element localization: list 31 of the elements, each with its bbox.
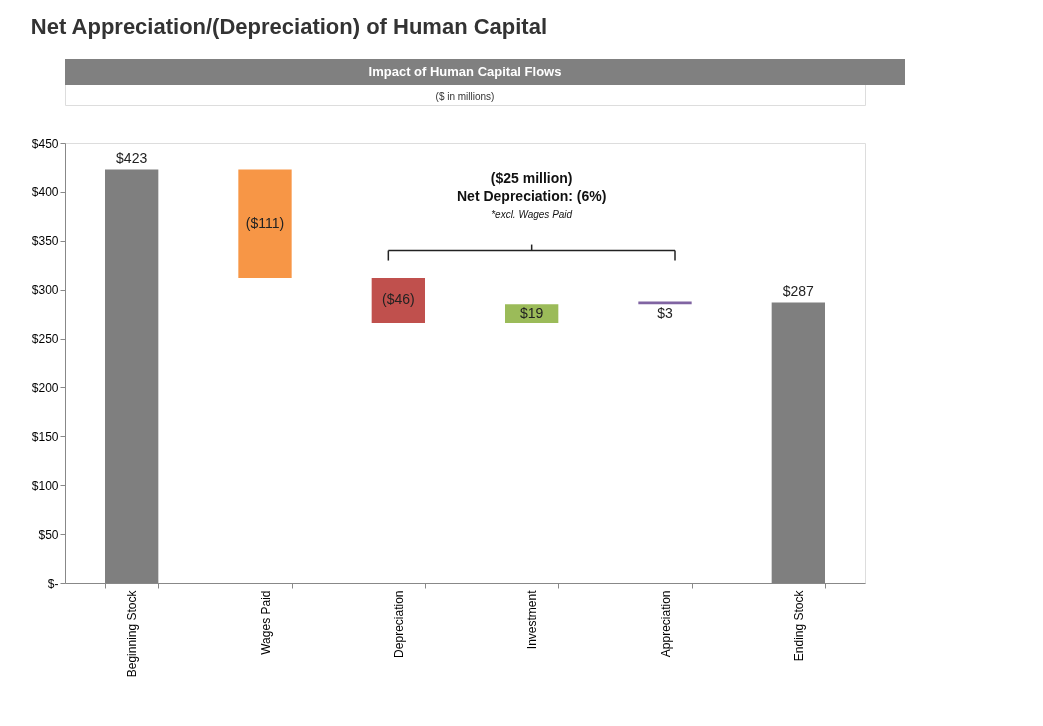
x-tick-label: Investment: [525, 589, 540, 650]
annotation: Net Depreciation: (6%): [456, 187, 607, 204]
bar: [238, 169, 292, 278]
y-tick-label: $250: [31, 332, 59, 347]
y-tick-label: $450: [31, 136, 59, 151]
y-tick-label: $350: [31, 234, 59, 249]
data-label: ($111): [245, 214, 285, 231]
data-label: $287: [782, 283, 815, 300]
annotation: *excl. Wages Paid: [491, 208, 573, 220]
x-tick-label: Appreciation: [658, 590, 673, 658]
bar: [371, 277, 425, 323]
x-tick-label: Beginning Stock: [125, 589, 140, 678]
y-tick-label: $300: [31, 283, 59, 298]
y-tick-label: $400: [31, 185, 59, 200]
x-tick-label: Ending Stock: [791, 589, 806, 662]
chart-title: Net Appreciation/(Depreciation) of Human Capital: [30, 13, 548, 39]
chart-subtitle: Impact of Human Capital Flows: [368, 64, 562, 79]
x-tick-label: Wages Paid: [258, 590, 273, 655]
annotation: ($25 million): [490, 169, 573, 186]
data-label: $423: [116, 150, 148, 167]
data-label: $3: [657, 305, 673, 322]
data-label: $19: [519, 304, 544, 321]
y-tick-label: $50: [38, 527, 59, 542]
data-label: ($46): [381, 291, 415, 308]
y-tick-label: $100: [31, 478, 59, 493]
bar: [638, 301, 692, 305]
x-tick-label: Depreciation: [391, 590, 406, 658]
y-tick-label: $-: [47, 576, 59, 591]
y-tick-label: $150: [31, 429, 59, 444]
y-tick-label: $200: [31, 380, 59, 395]
y-axis-title: ($ in millions): [435, 91, 495, 102]
